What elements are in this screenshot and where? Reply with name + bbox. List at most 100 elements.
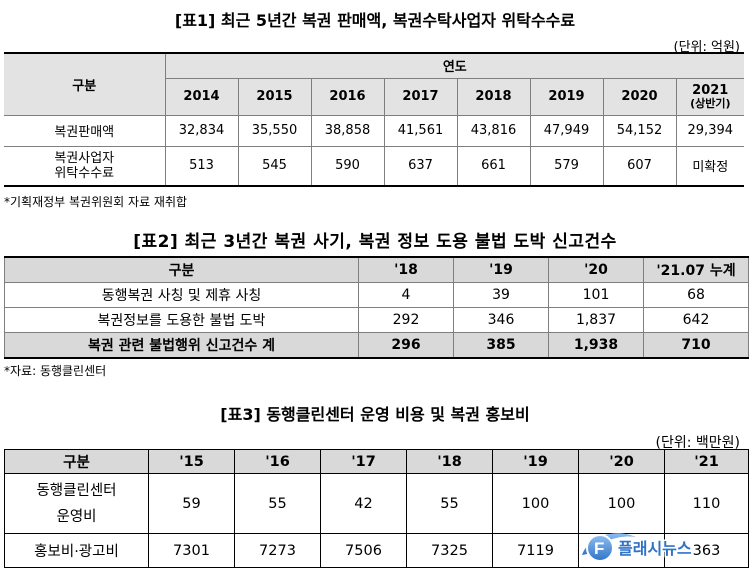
table3-row-label: 동행클린센터 운영비 [4,473,149,534]
table1-year: 2014 [164,77,239,116]
table-cell: 7301 [148,533,235,568]
table-cell: 54,152 [602,114,677,147]
table-cell: 4 [358,281,454,308]
table1-title: [표1] 최근 5년간 복권 판매액, 복권수탁사업자 위탁수수료 [174,11,576,30]
table-cell: 110 [664,473,749,534]
table-cell: 101 [548,281,644,308]
table-cell: 7325 [406,533,493,568]
table2-total-row: 복권 관련 불법행위 신고건수 계 296 385 1,938 710 [4,331,749,359]
table1-header-row-1: 구분 연도 [4,52,745,116]
table3-title: [표3] 동행클린센터 운영 비용 및 복권 홍보비 [220,405,530,424]
table1-row-label-line2: 위탁수수료 [54,165,115,181]
table3-row-label-line2: 운영비 [56,508,97,525]
table-row: 홍보비·광고비 7301 7273 7506 7325 7119 363 [4,533,749,568]
table1-row-label: 복권판매액 [4,114,166,147]
table-row: 동행복권 사칭 및 제휴 사칭 4 39 101 68 [4,281,749,308]
watermark-logo-graphic: F 플래시뉴스 [582,533,693,562]
table-cell: 42 [320,473,407,534]
table3-header: 구분 [4,449,149,474]
table-cell: 1,938 [548,331,644,359]
table3-row-label-line1: 동행클린센터 [36,482,117,499]
table2-header: 구분 [4,256,359,283]
table-row: 복권사업자 위탁수수료 513 545 590 637 661 579 607 … [4,145,745,187]
table-cell: 363 [664,533,749,568]
table-cell: 29,394 [675,114,745,147]
table1-year-2021: 2021 (상반기) [675,77,745,116]
table-cell: 292 [358,306,454,333]
table-cell: 661 [456,145,531,187]
table-cell: 385 [453,331,549,359]
table-cell: 637 [383,145,458,187]
table1-year: 2020 [602,77,677,116]
table1-header-group: 구분 [4,52,166,116]
table2-header-row: 구분 '18 '19 '20 '21.07 누계 [4,256,749,283]
table1-year-2021-sub: (상반기) [690,96,731,110]
table1-year: 2019 [529,77,604,116]
table3-header: '15 [148,449,235,474]
table-cell: 296 [358,331,454,359]
table2-title: [표2] 최근 3년간 복권 사기, 복권 정보 도용 불법 도박 신고건수 [133,232,617,252]
table-cell: 55 [406,473,493,534]
table2-header: '20 [548,256,644,283]
table3-row-label: 홍보비·광고비 [4,533,149,568]
table-cell: 47,949 [529,114,604,147]
table-cell: 38,858 [310,114,385,147]
table3-unit: (단위: 백만원) [655,435,741,451]
table-cell: 68 [643,281,749,308]
table2: 구분 '18 '19 '20 '21.07 누계 동행복권 사칭 및 제휴 사칭… [4,256,749,359]
table-cell: 590 [310,145,385,187]
table1-source: *기획재정부 복권위원회 자료 재취합 [4,195,188,209]
table2-header: '19 [453,256,549,283]
table-cell: 41,561 [383,114,458,147]
table-row: 동행클린센터 운영비 59 55 42 55 100 100 110 [4,473,749,534]
table3-header: '20 [578,449,665,474]
table-cell: 100 [578,473,665,534]
table2-source: *자료: 동행클린센터 [4,364,107,378]
table-cell: 100 [492,473,579,534]
table1: 구분 연도 2014 2015 2016 2017 2018 2019 2020… [4,52,745,187]
table3-header: '18 [406,449,493,474]
table-cell: 59 [148,473,235,534]
table-cell: 7506 [320,533,407,568]
table-cell: 7273 [234,533,321,568]
table1-header-row-2: 2014 2015 2016 2017 2018 2019 2020 2021 … [4,77,745,116]
table1-year: 2018 [456,77,531,116]
table1-row-label: 복권사업자 위탁수수료 [4,145,166,187]
table-cell: 710 [643,331,749,359]
table-cell: 579 [529,145,604,187]
table-cell: 513 [164,145,239,187]
table1-year: 2016 [310,77,385,116]
table2-row-label: 동행복권 사칭 및 제휴 사칭 [4,281,359,308]
table-row: 복권판매액 32,834 35,550 38,858 41,561 43,816… [4,114,745,147]
table3-header: '17 [320,449,407,474]
table2-total-label: 복권 관련 불법행위 신고건수 계 [4,331,359,359]
table-cell: 43,816 [456,114,531,147]
table-cell: 39 [453,281,549,308]
table3-header: '19 [492,449,579,474]
table1-header-year: 연도 [164,52,745,79]
table3: 구분 '15 '16 '17 '18 '19 '20 '21 동행클린센터 운영… [4,449,749,568]
table-cell: 607 [602,145,677,187]
table-cell: 346 [453,306,549,333]
table-cell: 7119 [492,533,579,568]
watermark-logo-text: 플래시뉴스 [618,539,692,558]
table-cell: 32,834 [164,114,239,147]
table3-header: '16 [234,449,321,474]
watermark-logo-letter: F [594,539,604,558]
table1-year: 2015 [237,77,312,116]
table2-header: '18 [358,256,454,283]
table-cell: 1,837 [548,306,644,333]
table-cell: 545 [237,145,312,187]
table2-header: '21.07 누계 [643,256,749,283]
table1-unit: (단위: 억원) [673,40,741,55]
table-cell: 55 [234,473,321,534]
table-cell: 미확정 [675,145,745,187]
table-cell: 35,550 [237,114,312,147]
watermark-logo-badge [586,534,614,562]
table1-row-label-line1: 복권사업자 [54,150,115,166]
table2-row-label: 복권정보를 도용한 불법 도박 [4,306,359,333]
table1-year: 2017 [383,77,458,116]
table1-year-2021-label: 2021 [692,82,729,98]
table3-header-row: 구분 '15 '16 '17 '18 '19 '20 '21 [4,449,749,474]
watermark-logo: F 플래시뉴스 [578,527,748,565]
